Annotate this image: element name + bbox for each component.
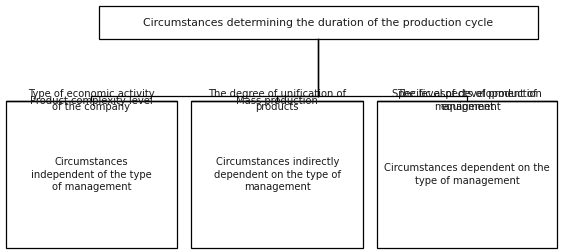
Text: Circumstances determining the duration of the production cycle: Circumstances determining the duration o… — [143, 18, 493, 28]
Text: The degree of unification of
products: The degree of unification of products — [208, 89, 346, 112]
Text: Product complexity level: Product complexity level — [30, 96, 153, 106]
Bar — [99, 6, 538, 39]
Bar — [191, 101, 363, 248]
Bar — [6, 101, 177, 248]
Bar — [377, 101, 557, 248]
Text: Type of economic activity
of the company: Type of economic activity of the company — [28, 89, 155, 112]
Text: Circumstances
independent of the type
of management: Circumstances independent of the type of… — [31, 157, 152, 192]
Text: The level of development of
equipment: The level of development of equipment — [397, 89, 537, 112]
Text: Circumstances dependent on the
type of management: Circumstances dependent on the type of m… — [385, 163, 550, 186]
Text: Mass production: Mass production — [236, 96, 318, 106]
Text: Circumstances indirectly
dependent on the type of
management: Circumstances indirectly dependent on th… — [214, 157, 341, 192]
Text: Specific aspects of production
management: Specific aspects of production managemen… — [392, 89, 542, 112]
